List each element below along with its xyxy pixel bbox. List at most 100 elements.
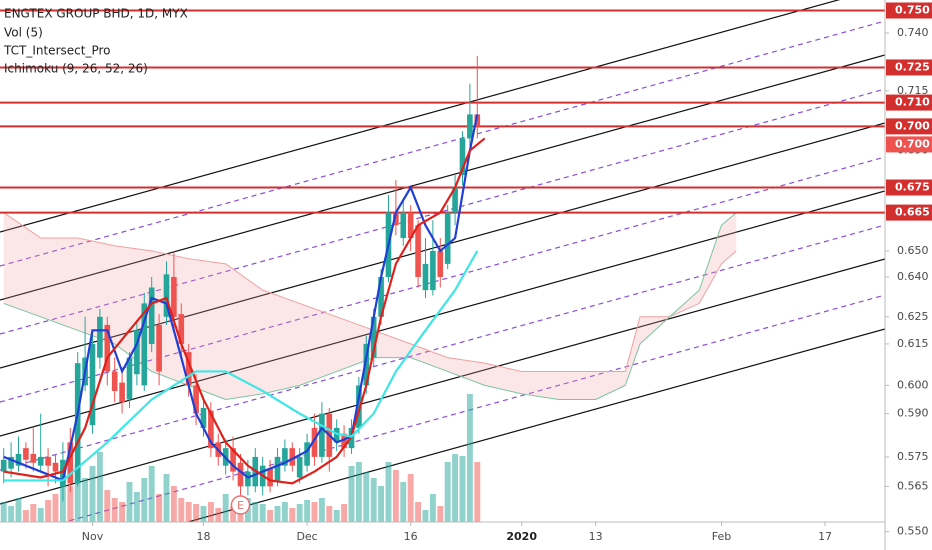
axes: 0.550 0.565 0.575 0.590 0.600 0.615 0.625 0.640…: [82, 2, 932, 543]
candle-body: [52, 462, 59, 472]
volume-bar: [385, 462, 392, 522]
candle-body: [156, 324, 162, 372]
volume-bar: [141, 478, 148, 522]
candle-body: [15, 453, 22, 466]
indicator-label: Vol (5): [4, 26, 43, 40]
y-tick-label: 0.650: [897, 244, 929, 257]
volume-bar: [230, 506, 237, 522]
candle-body: [134, 330, 140, 375]
candle-body: [245, 471, 251, 487]
volume-bar: [156, 494, 163, 522]
volume-bar: [82, 478, 89, 522]
candle-body: [141, 303, 148, 386]
volume-bar: [200, 506, 207, 522]
volume-bar: [215, 508, 222, 522]
x-tick-label: 18: [196, 530, 210, 543]
channel-line: [0, 258, 885, 505]
volume-bar: [8, 506, 15, 522]
candle-body: [67, 442, 74, 484]
channel-line: [0, 190, 885, 437]
chart-title: ENGTEX GROUP BHD, 1D, MYX: [4, 7, 188, 21]
volume-bar: [400, 482, 407, 522]
volume-bar: [45, 500, 52, 522]
candle-body: [126, 357, 133, 400]
earnings-marker: [230, 495, 251, 515]
channel-dashed: [62, 294, 885, 522]
level-label: 0.665: [895, 206, 930, 219]
level-label: 0.700: [895, 119, 930, 132]
candle-body: [200, 407, 207, 428]
volume-bar: [185, 502, 192, 522]
channel-line: [0, 0, 841, 233]
channel-line: [0, 54, 885, 301]
volume-bar: [311, 502, 318, 522]
volume-bar: [163, 474, 170, 522]
candle-body: [119, 382, 125, 403]
level-label-bg: [886, 179, 932, 196]
y-tick-label: 0.740: [897, 26, 929, 39]
volume-bar: [15, 498, 22, 522]
channel-dashed: [0, 20, 885, 267]
last-price-bg: [886, 136, 932, 153]
candle-body: [45, 456, 51, 466]
volume-bar: [341, 504, 348, 522]
volume-bar: [133, 492, 140, 522]
volume-bar: [252, 502, 259, 522]
volume-bar: [466, 394, 473, 522]
candle-body: [8, 456, 14, 469]
candle-body: [178, 314, 185, 344]
volume-bar: [267, 510, 274, 522]
candle-body: [311, 427, 318, 457]
volume-bar: [89, 466, 96, 522]
candle-body: [60, 459, 66, 487]
volume-bar: [22, 510, 29, 522]
volume-bar: [281, 502, 288, 522]
candle-body: [148, 287, 155, 344]
volume-bar: [119, 502, 126, 522]
price-axis-bg: [885, 0, 932, 550]
volume-bar: [407, 474, 414, 522]
candle-body: [282, 448, 288, 466]
candle-body: [296, 456, 303, 478]
candle-body: [304, 442, 310, 466]
candle-body: [363, 343, 370, 386]
candle-body: [89, 343, 96, 426]
candle-body: [370, 316, 377, 358]
level-label: 0.710: [895, 96, 930, 109]
level-label-bg: [886, 204, 932, 221]
y-tick-label: 0.615: [897, 337, 929, 350]
x-tick-label: Nov: [82, 530, 104, 543]
channel-line: [0, 122, 885, 369]
candle-body: [356, 385, 362, 428]
volume-bar: [429, 494, 436, 522]
candle-body: [407, 212, 414, 239]
volume-bar: [296, 504, 303, 522]
candle-body: [274, 456, 281, 481]
candle-body: [430, 250, 436, 291]
y-tick-label: 0.565: [897, 479, 929, 492]
candle-body: [163, 274, 170, 317]
volume-bar: [111, 498, 118, 522]
volume-bar: [207, 502, 214, 522]
volume-bar: [370, 478, 377, 522]
volume-bar: [0, 502, 7, 522]
volume-bar: [37, 508, 44, 522]
x-tick-label: 17: [818, 530, 832, 543]
candle-body: [319, 413, 325, 457]
volume-bar: [52, 494, 59, 522]
volume-bar: [326, 506, 333, 522]
candle-body: [289, 448, 296, 466]
y-tick-label: 0.590: [897, 407, 929, 420]
x-tick-label: 13: [589, 530, 603, 543]
y-tick-label: 0.575: [897, 450, 929, 463]
candle-body: [74, 363, 81, 484]
channel-dashed: [0, 156, 885, 403]
channel-dashed: [0, 88, 885, 335]
volume-bar: [459, 456, 466, 522]
volume-bar: [126, 482, 133, 522]
level-label-bg: [886, 59, 932, 76]
volume-bar: [289, 508, 296, 522]
volume-bar: [67, 486, 74, 522]
